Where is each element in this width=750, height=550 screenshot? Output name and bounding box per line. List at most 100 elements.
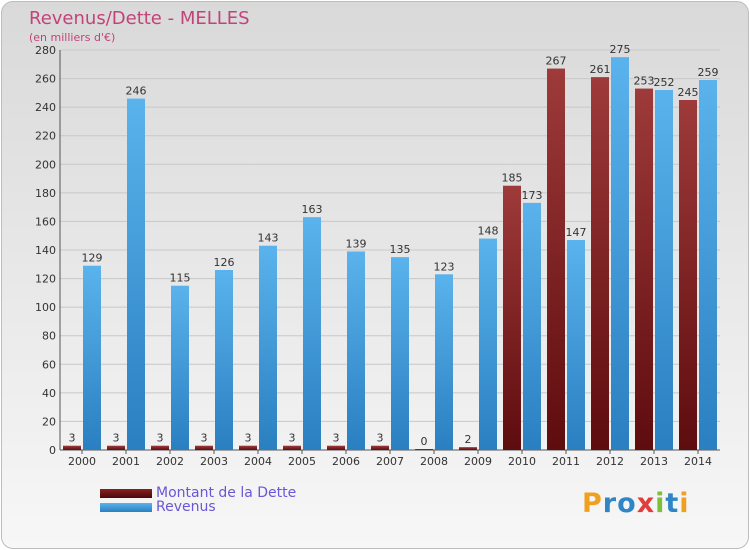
bar-revenus <box>127 98 145 451</box>
bar-revenus <box>567 240 585 450</box>
bar-debt <box>415 449 433 450</box>
data-label-revenus: 135 <box>390 243 411 256</box>
data-label-revenus: 246 <box>126 85 147 98</box>
x-tick-label: 2001 <box>112 455 140 468</box>
data-label-revenus: 115 <box>170 272 191 285</box>
data-label-revenus: 123 <box>434 260 455 273</box>
y-tick-label: 260 <box>35 73 56 86</box>
bar-debt <box>547 68 565 451</box>
y-tick-label: 280 <box>35 44 56 57</box>
y-tick-label: 0 <box>49 444 56 457</box>
chart-subtitle: (en milliers d'€) <box>29 31 116 44</box>
data-label-revenus: 143 <box>258 232 279 245</box>
bar-revenus <box>435 274 453 450</box>
data-label-debt: 3 <box>157 432 164 445</box>
bars <box>63 57 717 451</box>
bar-revenus <box>347 251 365 450</box>
grid-lines <box>60 49 720 451</box>
data-label-debt: 3 <box>333 432 340 445</box>
bar-debt <box>679 100 697 450</box>
y-tick-label: 180 <box>35 187 56 200</box>
data-label-debt: 253 <box>634 75 655 88</box>
y-tick-label: 100 <box>35 301 56 314</box>
x-tick-label: 2002 <box>156 455 184 468</box>
legend-swatch-revenus <box>100 503 152 512</box>
bar-revenus <box>655 90 673 450</box>
x-tick-label: 2011 <box>552 455 580 468</box>
y-tick-label: 60 <box>42 358 56 371</box>
data-label-debt: 2 <box>465 433 472 446</box>
x-tick-label: 2006 <box>332 455 360 468</box>
bar-debt <box>63 445 81 450</box>
data-label-debt: 3 <box>69 432 76 445</box>
bar-debt <box>283 445 301 450</box>
data-label-debt: 3 <box>289 432 296 445</box>
bar-revenus <box>171 285 189 450</box>
y-tick-label: 140 <box>35 244 56 257</box>
y-tick-label: 220 <box>35 130 56 143</box>
x-tick-label: 2005 <box>288 455 316 468</box>
bar-revenus <box>215 270 233 450</box>
data-label-revenus: 259 <box>698 66 719 79</box>
y-tick-label: 120 <box>35 273 56 286</box>
bar-revenus <box>259 245 277 450</box>
data-label-debt: 245 <box>678 86 699 99</box>
data-label-debt: 0 <box>421 435 428 448</box>
x-tick-label: 2004 <box>244 455 272 468</box>
data-label-revenus: 126 <box>214 256 235 269</box>
bar-debt <box>503 185 521 450</box>
y-tick-label: 20 <box>42 415 56 428</box>
bar-debt <box>591 77 609 451</box>
bar-debt <box>151 445 169 450</box>
bar-debt <box>327 445 345 450</box>
x-tick-label: 2010 <box>508 455 536 468</box>
legend-swatch-debt <box>100 489 152 498</box>
axes: 0204060801001201401601802002202402602802… <box>35 44 720 468</box>
x-tick-label: 2009 <box>464 455 492 468</box>
x-tick-label: 2014 <box>684 455 712 468</box>
bar-revenus <box>479 238 497 450</box>
bar-debt <box>239 445 257 450</box>
data-label-debt: 3 <box>113 432 120 445</box>
y-tick-label: 160 <box>35 215 56 228</box>
x-tick-label: 2000 <box>68 455 96 468</box>
data-label-revenus: 139 <box>346 237 367 250</box>
y-tick-label: 240 <box>35 101 56 114</box>
proxiti-logo: Proxiti <box>582 488 690 519</box>
data-label-revenus: 173 <box>522 189 543 202</box>
data-label-revenus: 148 <box>478 225 499 238</box>
bar-debt <box>635 88 653 451</box>
x-tick-label: 2013 <box>640 455 668 468</box>
data-label-debt: 3 <box>377 432 384 445</box>
bar-debt <box>371 445 389 450</box>
data-label-debt: 3 <box>201 432 208 445</box>
data-label-debt: 267 <box>546 55 567 68</box>
chart-title: Revenus/Dette - MELLES <box>29 8 250 29</box>
data-label-revenus: 129 <box>82 252 103 265</box>
data-label-debt: 185 <box>502 172 523 185</box>
data-label-debt: 3 <box>245 432 252 445</box>
data-labels: 3 129 3 246 3 115 3 126 3 143 3 163 3 139 3 135 0 123 2 148… <box>69 43 719 448</box>
y-tick-label: 200 <box>35 158 56 171</box>
legend-label-revenus: Revenus <box>156 499 216 515</box>
x-tick-label: 2003 <box>200 455 228 468</box>
data-label-revenus: 275 <box>610 43 631 56</box>
bar-revenus <box>83 265 101 450</box>
bar-revenus <box>303 217 321 450</box>
bar-revenus <box>523 202 541 450</box>
y-tick-label: 80 <box>42 330 56 343</box>
bar-debt <box>195 445 213 450</box>
data-label-revenus: 163 <box>302 203 323 216</box>
x-tick-label: 2012 <box>596 455 624 468</box>
x-tick-label: 2007 <box>376 455 404 468</box>
bar-debt <box>459 447 477 450</box>
bar-revenus <box>391 257 409 450</box>
legend-label-debt: Montant de la Dette <box>156 485 297 501</box>
bar-revenus <box>611 57 629 451</box>
data-label-debt: 261 <box>590 63 611 76</box>
bar-debt <box>107 445 125 450</box>
data-label-revenus: 147 <box>566 226 587 239</box>
x-tick-label: 2008 <box>420 455 448 468</box>
bar-revenus <box>699 80 717 450</box>
